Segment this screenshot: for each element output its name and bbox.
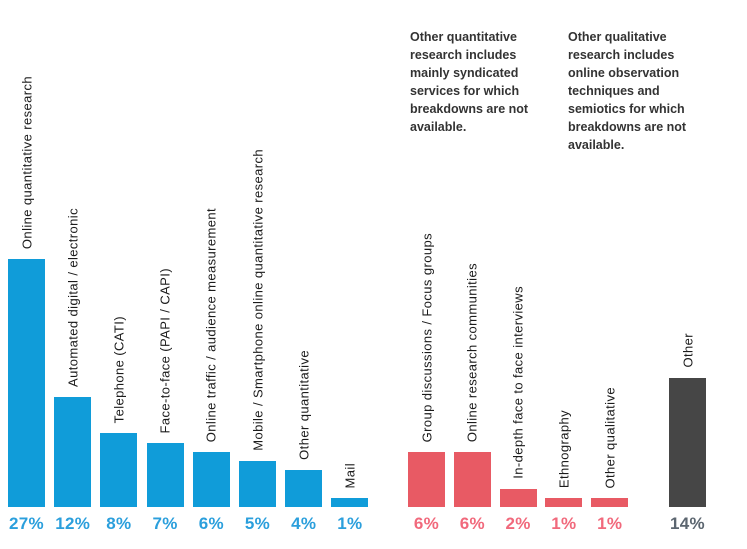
bar — [331, 498, 369, 507]
bar-value-label: 6% — [413, 514, 440, 533]
bar-category-label: In-depth face to face interviews — [510, 286, 526, 479]
bar-column: Mobile / Smartphone online quantitative … — [239, 0, 276, 533]
bar-value-label: 8% — [106, 514, 132, 533]
bar — [54, 397, 92, 507]
bar-value-label: 6% — [198, 514, 224, 533]
bar-value-label: 7% — [152, 514, 178, 533]
bar — [591, 498, 629, 507]
bar-category-label: Face-to-face (PAPI / CAPI) — [157, 267, 173, 433]
bar — [239, 461, 276, 507]
bar-column: Automated digital / electronic 12% — [54, 0, 92, 533]
bar-value-label: 4% — [291, 514, 317, 533]
bar-column: In-depth face to face interviews 2% — [499, 0, 537, 533]
bar-column: Other 14% — [669, 0, 706, 533]
bar-column: Ethnography 1% — [545, 0, 583, 533]
bar — [192, 452, 230, 507]
bar-column: Online quantitative research 27% — [8, 0, 45, 533]
bar — [453, 452, 491, 507]
bar-column: Other quantitative 4% — [285, 0, 323, 533]
bar-value-label: 1% — [597, 514, 623, 533]
bar-category-label: Other — [680, 333, 695, 368]
bar-value-label: 12% — [55, 514, 91, 533]
bar — [8, 259, 45, 507]
bar-category-label: Other quantitative — [296, 350, 312, 460]
bar-value-label: 2% — [505, 514, 531, 533]
bar-value-label: 14% — [670, 514, 705, 533]
bar — [100, 433, 138, 507]
bar-category-label: Online research communities — [464, 262, 480, 442]
bar-category-label: Ethnography — [556, 409, 572, 488]
bar-value-label: 1% — [337, 514, 363, 533]
bar-column: Telephone (CATI) 8% — [100, 0, 138, 533]
bar-column: Other qualitative 1% — [591, 0, 629, 533]
bar-category-label: Group discussions / Focus groups — [419, 232, 434, 442]
bar — [499, 489, 537, 507]
bar-category-label: Other qualitative — [602, 386, 618, 488]
bar-column: Mail 1% — [331, 0, 369, 533]
bar — [545, 498, 583, 507]
bar-category-label: Automated digital / electronic — [65, 208, 81, 387]
bar-value-label: 1% — [551, 514, 577, 533]
bar — [669, 378, 706, 507]
bar-column: Group discussions / Focus groups 6% — [408, 0, 445, 533]
bar-category-label: Online quantitative research — [19, 75, 34, 249]
bar-value-label: 27% — [9, 514, 44, 533]
bar-value-label: 5% — [244, 514, 271, 533]
bar-column: Online research communities 6% — [453, 0, 491, 533]
bar-category-label: Mail — [342, 462, 358, 488]
note-other-quantitative: Other quantitative research includes mai… — [410, 30, 529, 134]
bar — [146, 443, 184, 507]
bar-column: Online traffic / audience measurement 6% — [192, 0, 230, 533]
bar-category-label: Telephone (CATI) — [111, 315, 127, 423]
note-other-qualitative: Other qualitative research includes onli… — [568, 30, 687, 152]
bar-category-label: Online traffic / audience measurement — [203, 207, 219, 442]
bar-column: Face-to-face (PAPI / CAPI) 7% — [146, 0, 184, 533]
bar-value-label: 6% — [459, 514, 485, 533]
bar — [285, 470, 323, 507]
bar — [408, 452, 445, 507]
bar-category-label: Mobile / Smartphone online quantitative … — [250, 149, 265, 451]
